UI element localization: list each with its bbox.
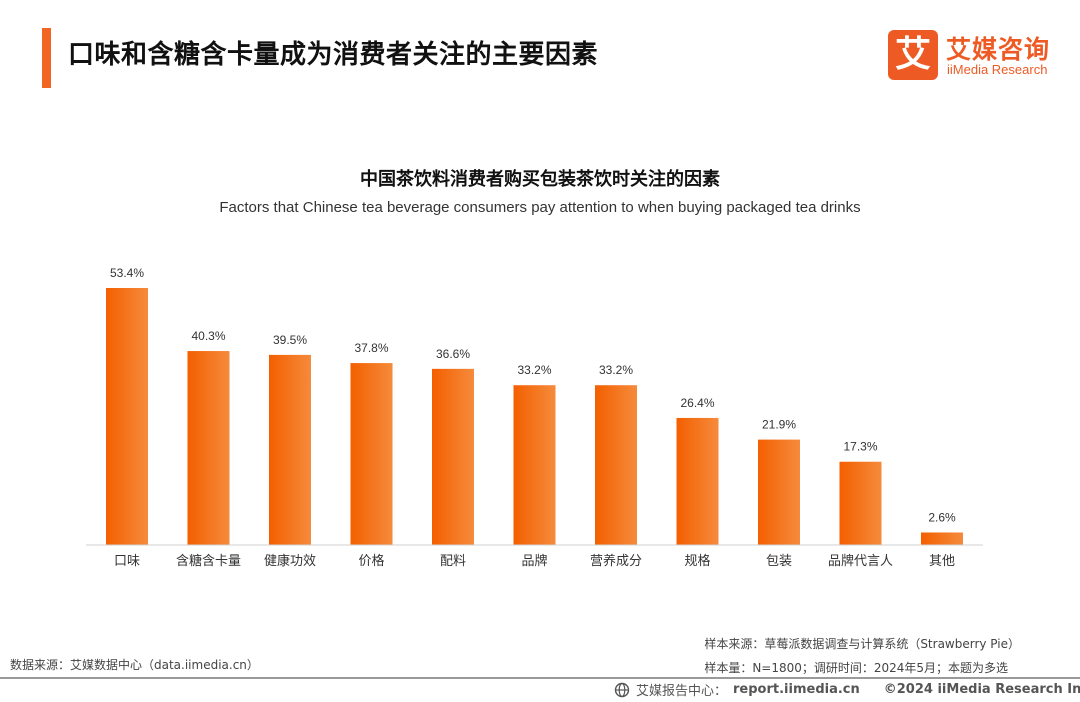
data-label-2: 40.3% — [191, 329, 225, 343]
category-label-5: 配料 — [440, 554, 466, 569]
data-label-6: 33.2% — [517, 363, 551, 377]
brand-name-en: iiMedia Research — [947, 62, 1048, 77]
report-center-label: 艾媒报告中心： — [636, 684, 728, 699]
data-label-5: 36.6% — [436, 347, 470, 361]
data-label-4: 37.8% — [354, 341, 388, 355]
brand-logo: 艾 艾媒咨询 iiMedia Research — [888, 30, 1063, 82]
data-label-7: 33.2% — [599, 363, 633, 377]
report-site-link[interactable]: report.iimedia.cn — [733, 682, 860, 697]
footer-divider — [0, 677, 1080, 679]
category-label-1: 口味 — [114, 554, 140, 569]
footer: 艾媒报告中心： report.iimedia.cn ©2024 iiMedia … — [614, 680, 1080, 699]
data-label-1: 53.4% — [110, 266, 144, 280]
bar-6 — [513, 385, 556, 545]
title-accent-bar — [42, 28, 51, 88]
brand-mark-icon: 艾 — [888, 30, 938, 80]
data-label-11: 2.6% — [928, 510, 956, 524]
globe-icon — [614, 682, 630, 697]
chart-subtitle: Factors that Chinese tea beverage consum… — [219, 199, 861, 216]
bar-3 — [269, 354, 311, 545]
sample-notes: 样本来源：草莓派数据调查与计算系统（Strawberry Pie） 样本量：N=… — [704, 632, 1020, 680]
category-label-4: 价格 — [358, 553, 384, 569]
bar-1 — [106, 288, 148, 545]
brand-name-cn: 艾媒咨询 — [946, 35, 1051, 64]
bar-4 — [350, 363, 393, 545]
data-label-3: 39.5% — [273, 333, 307, 347]
data-label-10: 17.3% — [843, 440, 877, 454]
bar-9 — [758, 439, 800, 545]
page-title: 口味和含糖含卡量成为消费者关注的主要因素 — [68, 40, 599, 70]
category-label-6: 品牌 — [521, 553, 547, 569]
category-label-7: 营养成分 — [590, 553, 642, 569]
category-label-9: 包装 — [766, 554, 792, 569]
bar-5 — [432, 368, 474, 545]
bar-10 — [839, 461, 882, 545]
sample-info-note: 样本量：N=1800；调研时间：2024年5月；本题为多选 — [704, 661, 1009, 675]
bar-7 — [595, 385, 637, 545]
copyright: ©2024 iiMedia Research Inc — [883, 682, 1080, 697]
chart-title: 中国茶饮料消费者购买包装茶饮时关注的因素 — [360, 169, 720, 190]
category-label-3: 健康功效 — [264, 553, 316, 569]
sample-source-note: 样本来源：草莓派数据调查与计算系统（Strawberry Pie） — [704, 637, 1020, 651]
bar-2 — [187, 351, 230, 545]
category-label-2: 含糖含卡量 — [176, 553, 241, 569]
data-label-8: 26.4% — [680, 396, 714, 410]
data-label-9: 21.9% — [762, 418, 796, 432]
bar-11 — [921, 532, 963, 545]
data-source: 数据来源：艾媒数据中心（data.iimedia.cn） — [10, 658, 259, 672]
category-label-8: 规格 — [684, 553, 710, 569]
bar-8 — [676, 417, 719, 545]
category-label-10: 品牌代言人 — [828, 553, 893, 569]
category-label-11: 其他 — [929, 554, 955, 569]
